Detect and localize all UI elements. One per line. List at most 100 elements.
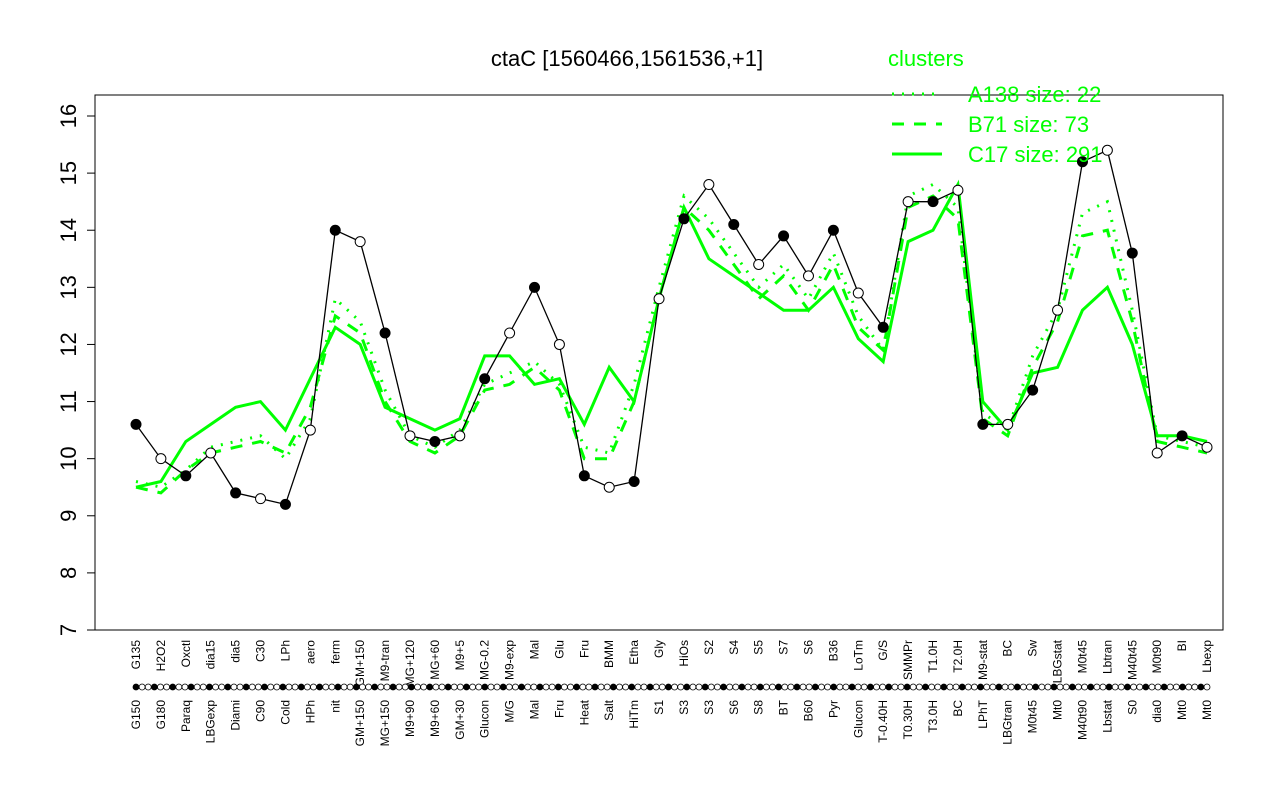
- data-point: [255, 493, 267, 505]
- data-point: [728, 219, 740, 231]
- x-strip-marker: [695, 683, 703, 691]
- x-strip-marker: [946, 683, 954, 691]
- x-strip-marker: [475, 683, 483, 691]
- x-strip-marker: [548, 683, 556, 691]
- data-point: [205, 447, 217, 459]
- x-tick-label-bottom: GM+150: [353, 700, 367, 747]
- x-strip-marker: [964, 683, 972, 691]
- x-strip-marker: [836, 683, 844, 691]
- x-strip-marker: [481, 683, 489, 691]
- x-tick-label-top: MG+60: [428, 640, 442, 680]
- x-strip-marker: [254, 683, 262, 691]
- x-strip-marker: [683, 683, 691, 691]
- x-strip-marker: [303, 683, 311, 691]
- x-strip-marker: [854, 683, 862, 691]
- x-strip-marker: [1081, 683, 1088, 691]
- x-strip-marker: [842, 683, 850, 691]
- x-tick-label-top: GM+150: [353, 640, 367, 687]
- x-strip-marker: [726, 683, 734, 691]
- x-tick-label-top: B36: [826, 640, 840, 662]
- x-strip-marker: [169, 683, 177, 691]
- x-strip-marker: [989, 683, 997, 691]
- x-tick-label-bottom: HiTm: [627, 700, 641, 729]
- x-tick-label-top: S4: [727, 640, 741, 655]
- x-strip-marker: [383, 683, 391, 691]
- y-tick-label: 16: [56, 104, 81, 128]
- x-tick-label-bottom: T0.30H: [901, 700, 915, 739]
- x-strip-marker: [689, 683, 697, 691]
- x-strip-marker: [206, 683, 213, 691]
- x-strip-marker: [505, 683, 513, 691]
- x-tick-label-bottom: Glucon: [478, 700, 492, 738]
- x-tick-label-bottom: T-0.40H: [876, 700, 890, 743]
- data-point: [902, 196, 914, 208]
- y-tick-label: 13: [56, 275, 81, 299]
- y-tick-label: 11: [56, 390, 81, 413]
- x-tick-label-top: Lbexp: [1200, 640, 1214, 673]
- x-tick-label-top: M9-tran: [378, 640, 392, 681]
- x-tick-label-bottom: LBGexp: [204, 700, 218, 744]
- x-strip-marker: [603, 683, 611, 691]
- data-point: [279, 498, 291, 510]
- x-strip-marker: [658, 683, 666, 691]
- y-tick-label: 14: [56, 218, 81, 242]
- profile-line: [135, 149, 1208, 506]
- x-tick-label-top: S2: [702, 640, 716, 655]
- x-strip-marker: [707, 683, 715, 691]
- x-strip-marker: [1197, 683, 1205, 691]
- y-tick-label: 7: [56, 624, 81, 636]
- x-strip-marker: [1179, 683, 1186, 691]
- x-strip-marker: [530, 683, 538, 691]
- x-tick-label-bottom: BT: [777, 699, 791, 715]
- x-strip-marker: [1056, 683, 1064, 691]
- x-tick-label-top: C30: [254, 640, 268, 662]
- x-strip-marker: [138, 683, 146, 691]
- x-tick-label-bottom: Mt0: [1051, 700, 1065, 720]
- x-strip-marker: [1099, 683, 1107, 691]
- data-point: [603, 481, 615, 493]
- x-strip-marker: [365, 683, 372, 691]
- x-tick-label-bottom: Lbstat: [1100, 699, 1114, 732]
- x-strip-marker: [144, 683, 152, 691]
- x-strip-marker: [628, 683, 636, 691]
- x-strip-marker: [359, 683, 366, 691]
- x-tick-label-bottom: nit: [328, 699, 342, 712]
- y-tick-label: 8: [56, 567, 81, 579]
- x-strip-marker: [609, 683, 617, 691]
- y-tick-label: 12: [56, 332, 81, 356]
- data-point: [1076, 156, 1088, 168]
- x-strip-marker: [310, 683, 317, 691]
- x-strip-marker: [1185, 683, 1193, 691]
- x-strip-marker: [1160, 683, 1168, 691]
- x-strip-marker: [977, 683, 984, 691]
- legend-title: clusters: [888, 46, 964, 71]
- x-strip-marker: [860, 683, 868, 691]
- x-tick-label-bottom: Diami: [229, 700, 243, 731]
- data-point: [628, 476, 640, 488]
- x-strip-marker: [352, 683, 360, 691]
- data-point: [1002, 418, 1014, 430]
- x-tick-label-bottom: Mt0: [1200, 700, 1214, 720]
- x-strip-marker: [175, 683, 183, 691]
- data-point: [404, 430, 416, 442]
- x-tick-label-top: Gly: [652, 640, 666, 658]
- x-strip-marker: [340, 683, 348, 691]
- x-tick-label-bottom: S6: [727, 700, 741, 715]
- data-point: [753, 258, 765, 270]
- x-strip-marker: [285, 683, 293, 691]
- x-strip-marker: [781, 683, 789, 691]
- x-tick-label-bottom: Mt0: [1175, 700, 1189, 720]
- x-strip-marker: [1166, 683, 1174, 691]
- x-tick-label-top: G/S: [876, 640, 890, 661]
- data-point: [678, 213, 690, 225]
- x-strip-marker: [328, 683, 336, 691]
- x-strip-marker: [665, 683, 672, 691]
- x-tick-label-bottom: Fru: [552, 700, 566, 718]
- x-strip-marker: [585, 683, 593, 691]
- data-point: [155, 453, 167, 465]
- x-tick-label-bottom: GM+30: [453, 700, 467, 740]
- x-tick-label-bottom: G180: [154, 700, 168, 730]
- series-line-c17: [135, 179, 1208, 489]
- x-strip-marker: [1068, 683, 1076, 691]
- x-tick-label-top: Sw: [1026, 640, 1040, 657]
